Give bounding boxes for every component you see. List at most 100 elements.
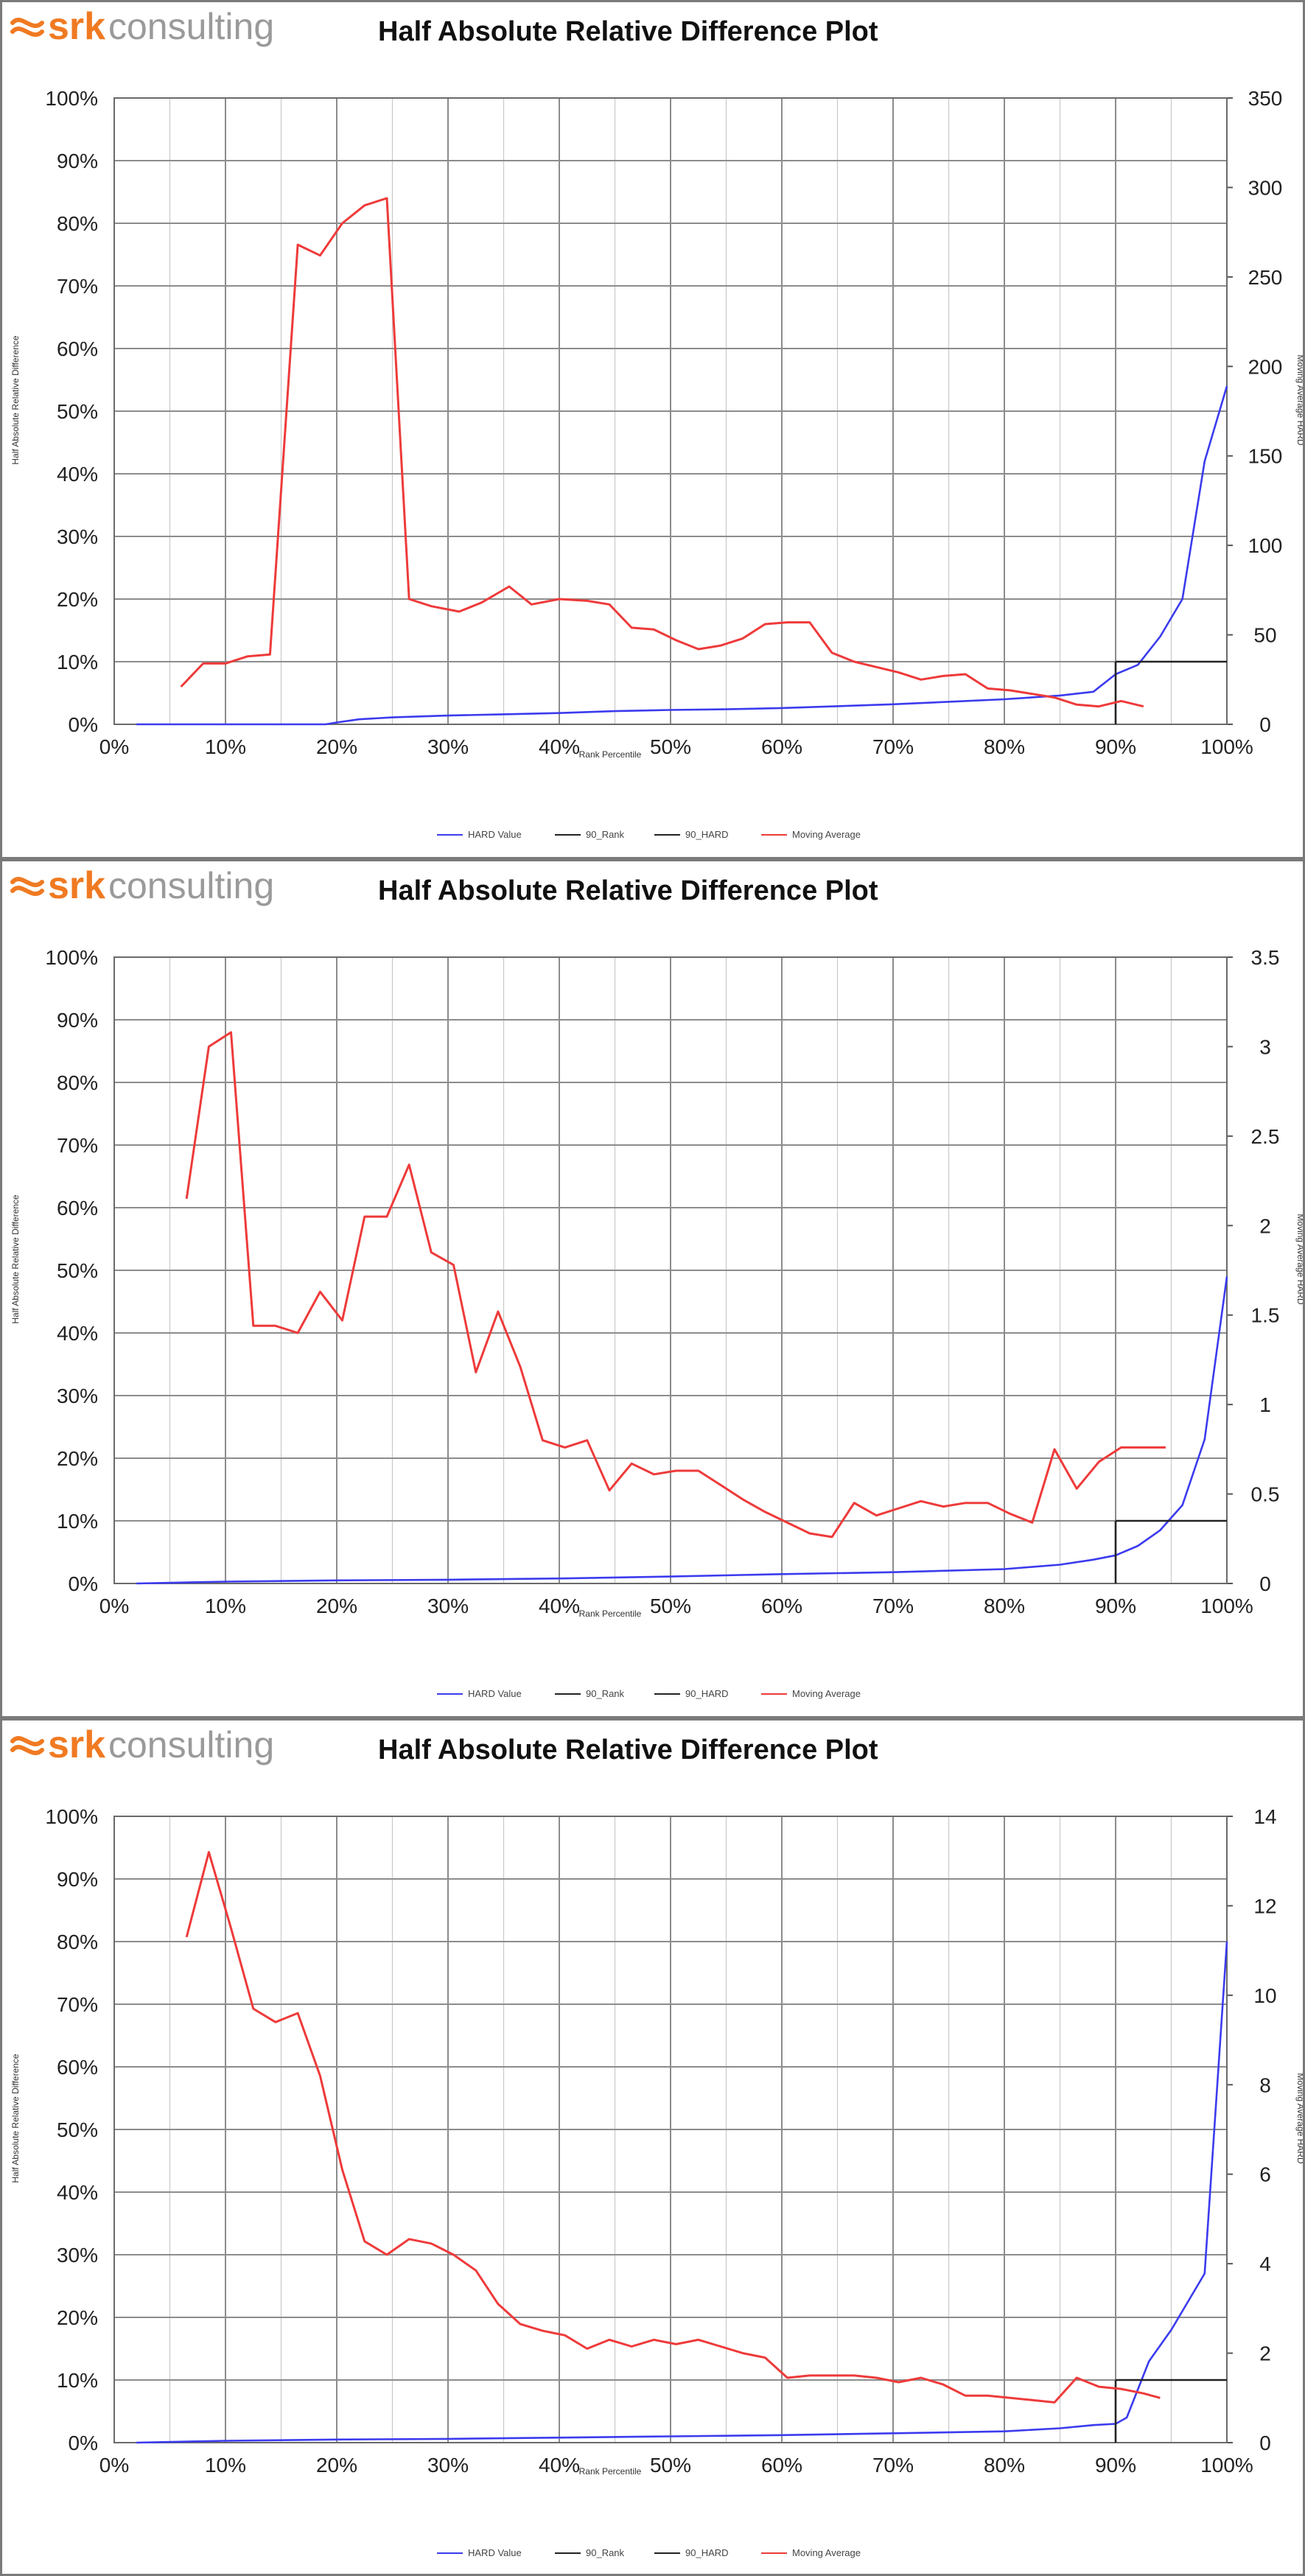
x-tick-label: 70% (872, 1595, 914, 1617)
legend-rank: 90_Rank (586, 829, 625, 840)
y-tick-label: 10% (57, 1510, 98, 1533)
y2-tick-label: 0 (1259, 713, 1271, 736)
y2-tick-label: 4 (1259, 2253, 1271, 2275)
y2-tick-label: 0 (1259, 2432, 1271, 2454)
chart-svg-3: srk consulting Half Absolute Relative Di… (10, 1723, 1303, 2558)
y-tick-label: 50% (57, 1259, 98, 1282)
y-tick-label: 10% (57, 651, 98, 673)
x-tick-label: 80% (984, 735, 1025, 758)
chart-panel-1: srk consulting Half Absolute Relative Di… (0, 0, 1305, 859)
y-tick-label: 0% (69, 1572, 98, 1595)
plot-frame (113, 956, 1228, 1584)
series-line-moving-average (185, 1031, 1166, 1539)
logo-brand: srk (48, 864, 105, 907)
y-tick-label: 20% (57, 2306, 98, 2329)
y-tick-label: 100% (45, 946, 98, 969)
y-tick-label: 40% (57, 1322, 98, 1345)
x-tick-label: 60% (761, 735, 802, 758)
x-tick-label: 80% (984, 1595, 1025, 1617)
series-line-moving-average (180, 197, 1144, 708)
x-tick-label: 100% (1200, 1595, 1253, 1617)
y2-tick-label: 12 (1253, 1894, 1276, 1917)
y-tick-label: 20% (57, 1447, 98, 1470)
srk-logo: srk consulting (10, 5, 274, 48)
legend-hard: HARD Value (468, 2547, 522, 2558)
y-axis-label: Half Absolute Relative Difference (10, 1194, 21, 1324)
y-tick-label: 30% (57, 2244, 98, 2267)
y-axis-label: Half Absolute Relative Difference (10, 335, 21, 465)
y-tick-label: 80% (57, 1931, 98, 1953)
y-tick-label: 80% (57, 212, 98, 235)
y-tick-label: 90% (57, 1868, 98, 1891)
y2-tick-label: 0.5 (1251, 1483, 1280, 1506)
x-tick-label: 20% (316, 735, 357, 758)
y2-tick-label: 350 (1248, 87, 1283, 110)
y-tick-label: 90% (57, 1009, 98, 1032)
x-axis-label: Rank Percentile (579, 749, 642, 760)
y-tick-label: 30% (57, 1385, 98, 1407)
logo-mark-icon (10, 18, 44, 37)
x-tick-label: 50% (650, 2454, 691, 2477)
x-tick-label: 0% (99, 2454, 129, 2477)
x-tick-label: 70% (872, 735, 914, 758)
x-tick-label: 100% (1200, 735, 1253, 758)
y-tick-label: 60% (57, 2056, 98, 2079)
series-line-hard-value (136, 1276, 1228, 1585)
x-tick-label: 0% (99, 1595, 129, 1617)
logo-word: consulting (108, 1724, 274, 1765)
x-tick-label: 0% (99, 735, 129, 758)
x-tick-label: 10% (205, 735, 246, 758)
series-line-hard-value (136, 385, 1228, 726)
y-tick-label: 70% (57, 275, 98, 298)
y-tick-label: 0% (69, 2432, 98, 2454)
y2-tick-label: 200 (1248, 355, 1283, 378)
series-line-hard-value (136, 1941, 1228, 2444)
x-tick-label: 30% (427, 2454, 469, 2477)
x-tick-label: 30% (427, 735, 469, 758)
logo-word: consulting (108, 865, 274, 906)
x-axis-label: Rank Percentile (579, 2466, 642, 2477)
y2-tick-label: 250 (1248, 266, 1283, 289)
y2-tick-label: 1 (1259, 1393, 1271, 1416)
y-tick-label: 20% (57, 588, 98, 611)
x-tick-label: 90% (1095, 735, 1136, 758)
x-tick-label: 10% (205, 2454, 246, 2477)
y2-tick-label: 10 (1253, 1984, 1276, 2007)
x-tick-label: 40% (539, 735, 580, 758)
logo-brand: srk (48, 5, 105, 48)
y-tick-label: 10% (57, 2369, 98, 2392)
chart-title: Half Absolute Relative Difference Plot (378, 875, 878, 906)
chart-title: Half Absolute Relative Difference Plot (378, 16, 878, 47)
x-tick-label: 50% (650, 1595, 691, 1617)
x-tick-label: 10% (205, 1595, 246, 1617)
x-axis-label: Rank Percentile (579, 1609, 642, 1619)
legend-moving: Moving Average (792, 2547, 861, 2558)
chart-svg-2: srk consulting Half Absolute Relative Di… (10, 864, 1303, 1699)
logo-mark-icon (10, 877, 44, 896)
y2-axis-label: Moving Average HARD (1295, 2073, 1303, 2164)
y-tick-label: 30% (57, 525, 98, 548)
y2-tick-label: 150 (1248, 445, 1283, 468)
chart-title: Half Absolute Relative Difference Plot (378, 1735, 878, 1765)
x-tick-label: 60% (761, 1595, 802, 1617)
series-line-moving-average (185, 1851, 1161, 2404)
legend-moving: Moving Average (792, 1688, 861, 1699)
logo-word: consulting (108, 6, 274, 47)
y2-tick-label: 300 (1248, 176, 1283, 199)
y-tick-label: 60% (57, 337, 98, 360)
x-tick-label: 100% (1200, 2454, 1253, 2477)
y2-tick-label: 2.5 (1251, 1125, 1280, 1148)
x-tick-label: 20% (316, 2454, 357, 2477)
legend: HARD Value 90_Rank 90_HARD Moving Averag… (437, 829, 861, 840)
y-tick-label: 70% (57, 1134, 98, 1157)
x-tick-label: 90% (1095, 2454, 1136, 2477)
y2-tick-label: 100 (1248, 534, 1283, 557)
plot-area: 0% 10% 20% 30% 40% 50% 60% 70% 80% 90% 100% 0% 10% 20… (45, 87, 1282, 758)
legend-90hard: 90_HARD (685, 1688, 729, 1699)
logo-brand: srk (48, 1723, 105, 1766)
y2-axis-label: Moving Average HARD (1295, 1214, 1303, 1305)
y2-tick-label: 2 (1259, 2342, 1271, 2365)
y-tick-label: 90% (57, 150, 98, 172)
x-tick-label: 40% (539, 1595, 580, 1617)
srk-logo: srk consulting (10, 1723, 274, 1766)
